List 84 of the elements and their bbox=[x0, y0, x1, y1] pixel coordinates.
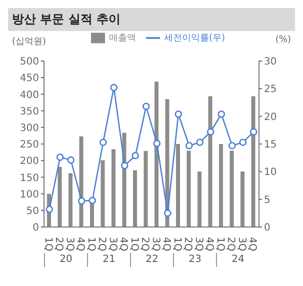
y-tick-label: 300 bbox=[20, 122, 39, 134]
bar bbox=[79, 136, 84, 227]
point bbox=[196, 138, 204, 146]
x-tick-label: 1Q bbox=[85, 237, 96, 252]
bar bbox=[144, 150, 148, 227]
bar bbox=[198, 172, 202, 227]
y-tick-label: 250 bbox=[20, 140, 39, 151]
x-tick-label: 3Q bbox=[192, 237, 204, 252]
legend-label: 세전이익률(우) bbox=[164, 33, 226, 44]
point bbox=[153, 140, 161, 148]
point bbox=[120, 162, 128, 170]
x-tick-label: 4Q bbox=[74, 237, 86, 252]
bar bbox=[100, 160, 105, 227]
y2-tick-label: 30 bbox=[264, 56, 277, 68]
y2-tick-label: 25 bbox=[264, 84, 277, 96]
point bbox=[218, 110, 226, 118]
y2-tick-label: 10 bbox=[264, 167, 277, 178]
x-tick-label: 3Q bbox=[236, 237, 247, 252]
x-tick-label: 4Q bbox=[118, 237, 129, 252]
bar bbox=[240, 172, 244, 227]
point bbox=[110, 84, 118, 92]
bar bbox=[176, 144, 180, 227]
chart-title: 방산 부문 실적 추이 bbox=[8, 8, 295, 31]
bar bbox=[251, 96, 256, 227]
x-tick-label: 2Q bbox=[53, 237, 64, 252]
y2-tick-label: 20 bbox=[264, 112, 277, 123]
x-tick-label: 3Q bbox=[106, 237, 118, 252]
y-tick-label: 400 bbox=[20, 90, 39, 101]
bar bbox=[68, 173, 72, 227]
point bbox=[228, 142, 236, 150]
y-tick-label: 50 bbox=[26, 206, 39, 217]
x-tick-label: 4Q bbox=[204, 237, 215, 252]
point bbox=[132, 152, 140, 160]
x-tick-label: 2Q bbox=[182, 237, 194, 252]
text: 22 bbox=[130, 253, 173, 267]
text: 20 bbox=[44, 253, 87, 267]
bar bbox=[112, 149, 116, 227]
y2-tick-label: 15 bbox=[264, 140, 277, 151]
y-axis-title: (십억원) bbox=[12, 36, 46, 48]
bar bbox=[133, 170, 137, 227]
point bbox=[174, 110, 182, 118]
point bbox=[99, 138, 107, 146]
point bbox=[56, 154, 64, 161]
x-tick-label: 4Q bbox=[246, 237, 258, 252]
y-tick-label: 100 bbox=[20, 189, 39, 200]
y-tick-label: 450 bbox=[20, 73, 39, 84]
point bbox=[164, 210, 172, 217]
bar bbox=[208, 96, 212, 227]
text: 21 bbox=[87, 253, 130, 267]
x-tick-label: 3Q bbox=[150, 237, 161, 252]
bar bbox=[154, 82, 158, 227]
y2-tick-label: 0 bbox=[264, 222, 270, 234]
legend-label: 매출액 bbox=[108, 33, 136, 44]
x-tick-label: 1Q bbox=[214, 237, 226, 252]
x-tick-label: 1Q bbox=[128, 237, 140, 252]
bar bbox=[219, 144, 223, 227]
text: 24 bbox=[216, 253, 259, 267]
y2-tick-label: 5 bbox=[264, 194, 270, 206]
point bbox=[185, 142, 193, 150]
y-tick-label: 200 bbox=[20, 156, 39, 168]
x-tick-label: 1Q bbox=[42, 237, 54, 252]
x-tick-label: 3Q bbox=[64, 237, 75, 252]
point bbox=[206, 128, 214, 136]
x-tick-label: 2Q bbox=[96, 237, 108, 252]
y2-axis-title: (%) bbox=[275, 35, 291, 45]
y-tick-label: 350 bbox=[20, 106, 39, 118]
y-tick-label: 150 bbox=[20, 172, 39, 184]
point bbox=[67, 156, 75, 164]
bar bbox=[230, 150, 234, 227]
point bbox=[88, 196, 96, 204]
point bbox=[142, 102, 150, 110]
x-tick-label: 4Q bbox=[160, 237, 172, 252]
y-tick-label: 0 bbox=[32, 222, 39, 234]
bar bbox=[186, 150, 191, 227]
x-tick-label: 2Q bbox=[139, 237, 150, 252]
x-tick-label: 2Q bbox=[225, 237, 236, 252]
point bbox=[239, 138, 247, 146]
x-tick-label: 1Q bbox=[171, 237, 182, 252]
point bbox=[46, 206, 54, 213]
y-tick-label: 500 bbox=[20, 56, 39, 68]
point bbox=[250, 128, 258, 136]
bar bbox=[58, 166, 62, 227]
text: 23 bbox=[173, 253, 216, 267]
point bbox=[78, 197, 86, 205]
